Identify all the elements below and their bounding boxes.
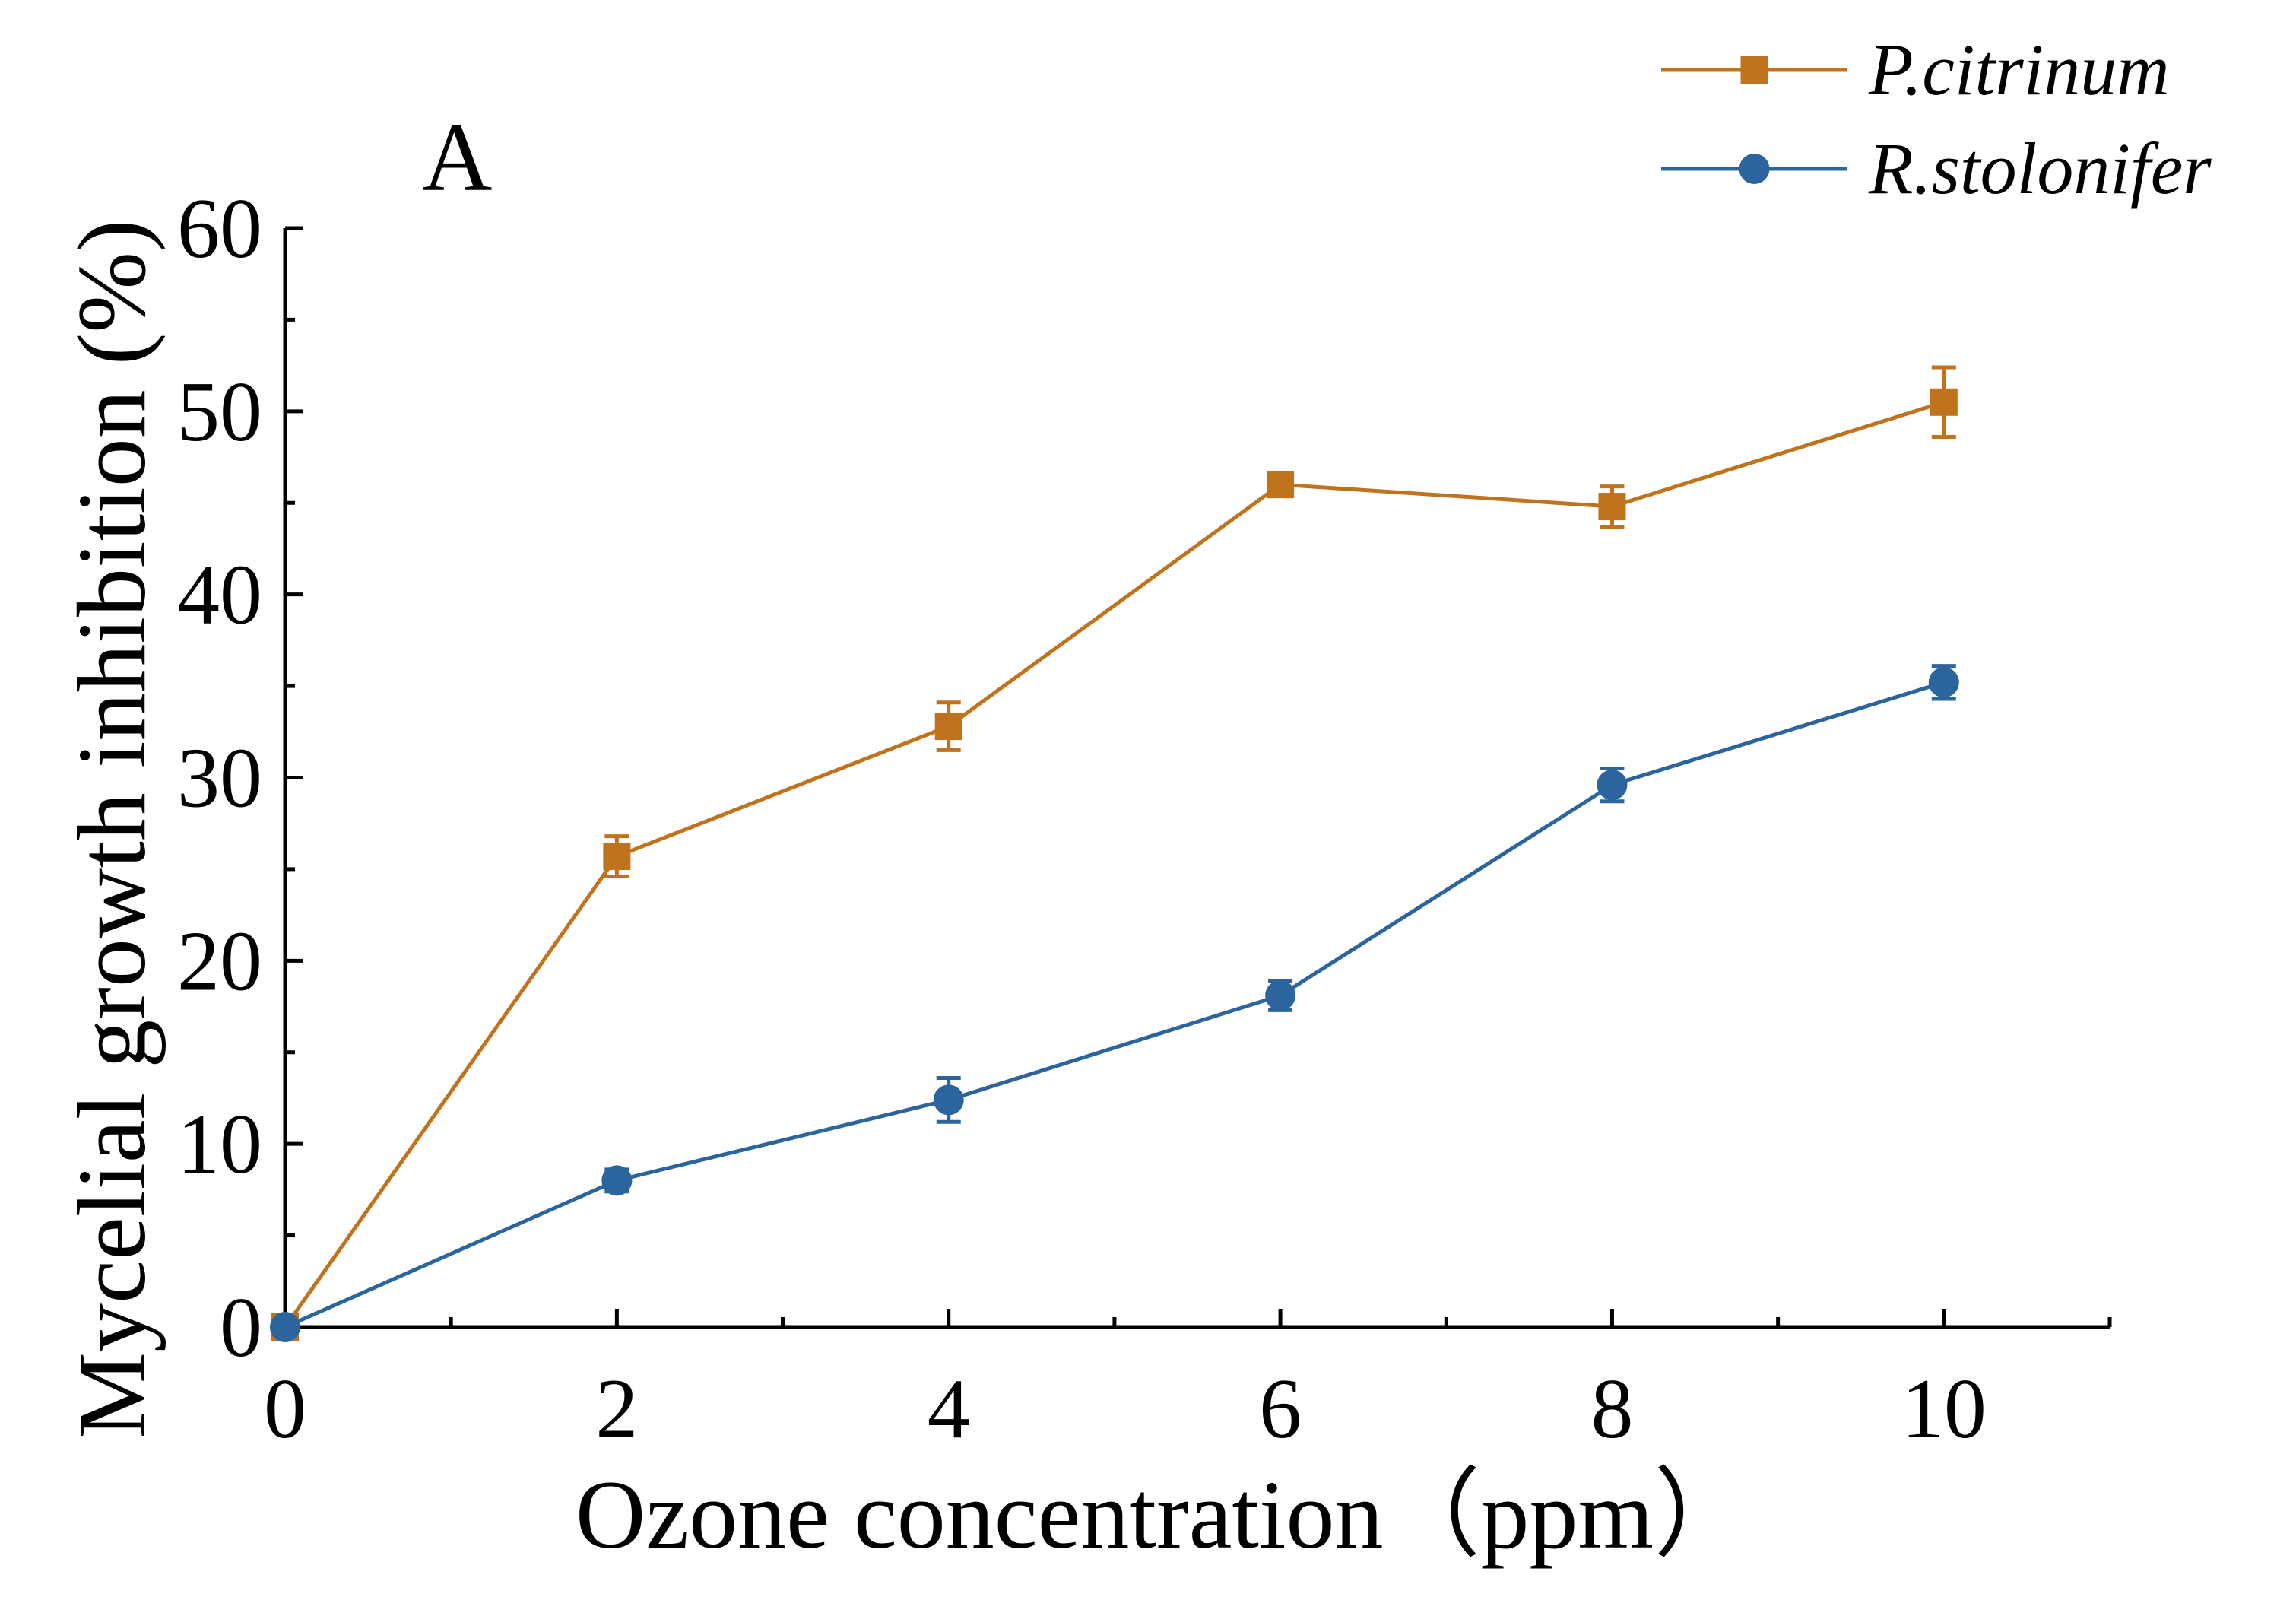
series-line-r-stolonifer [284, 680, 1945, 1329]
data-point-r-stolonifer [1928, 667, 1959, 698]
y-tick-label: 40 [177, 548, 262, 643]
data-point-r-stolonifer [933, 1084, 964, 1116]
series-r-stolonifer [270, 664, 1959, 1342]
panel-label: A [422, 103, 492, 211]
series-p-citrinum [271, 365, 1958, 1341]
legend: P.citrinum R.stolonifer [1661, 29, 2212, 209]
data-point-p-citrinum [1267, 471, 1295, 499]
y-axis-ticks: 0 10 20 30 40 50 60 [177, 182, 303, 1375]
x-tick-label: 0 [264, 1362, 306, 1456]
x-tick-label: 4 [928, 1362, 970, 1456]
y-axis-title: Mycelial growth inhibition (%) [58, 219, 166, 1438]
data-point-r-stolonifer [601, 1165, 633, 1196]
plot-area: 0 2 4 6 8 10 0 10 20 30 40 50 60 [177, 182, 2112, 1456]
legend-marker-r-stolonifer [1739, 154, 1770, 184]
y-tick-label: 30 [177, 732, 262, 826]
data-point-p-citrinum [603, 843, 631, 871]
data-point-p-citrinum [1598, 493, 1626, 521]
x-axis-ticks: 0 2 4 6 8 10 [264, 1309, 2112, 1456]
y-tick-label: 10 [177, 1097, 262, 1192]
x-tick-label: 2 [595, 1362, 638, 1456]
data-point-r-stolonifer [1597, 770, 1628, 801]
legend-marker-p-citrinum [1740, 56, 1768, 84]
data-point-r-stolonifer [270, 1312, 300, 1342]
x-tick-label: 6 [1259, 1362, 1302, 1456]
y-tick-label: 0 [220, 1281, 262, 1375]
y-tick-label: 50 [177, 365, 262, 459]
y-tick-label: 60 [177, 182, 262, 276]
data-point-p-citrinum [934, 713, 962, 741]
x-tick-label: 10 [1901, 1362, 1987, 1456]
legend-label-r-stolonifer: R.stolonifer [1868, 128, 2212, 209]
y-tick-label: 20 [177, 914, 262, 1008]
series-line-p-citrinum [283, 400, 1945, 1329]
series-layer [270, 365, 1959, 1342]
x-tick-label: 8 [1590, 1362, 1633, 1456]
legend-label-p-citrinum: P.citrinum [1868, 29, 2170, 110]
x-axis-title: Ozone concentration（ppm） [576, 1461, 1751, 1569]
data-point-r-stolonifer [1265, 980, 1296, 1011]
data-point-p-citrinum [1930, 388, 1958, 416]
